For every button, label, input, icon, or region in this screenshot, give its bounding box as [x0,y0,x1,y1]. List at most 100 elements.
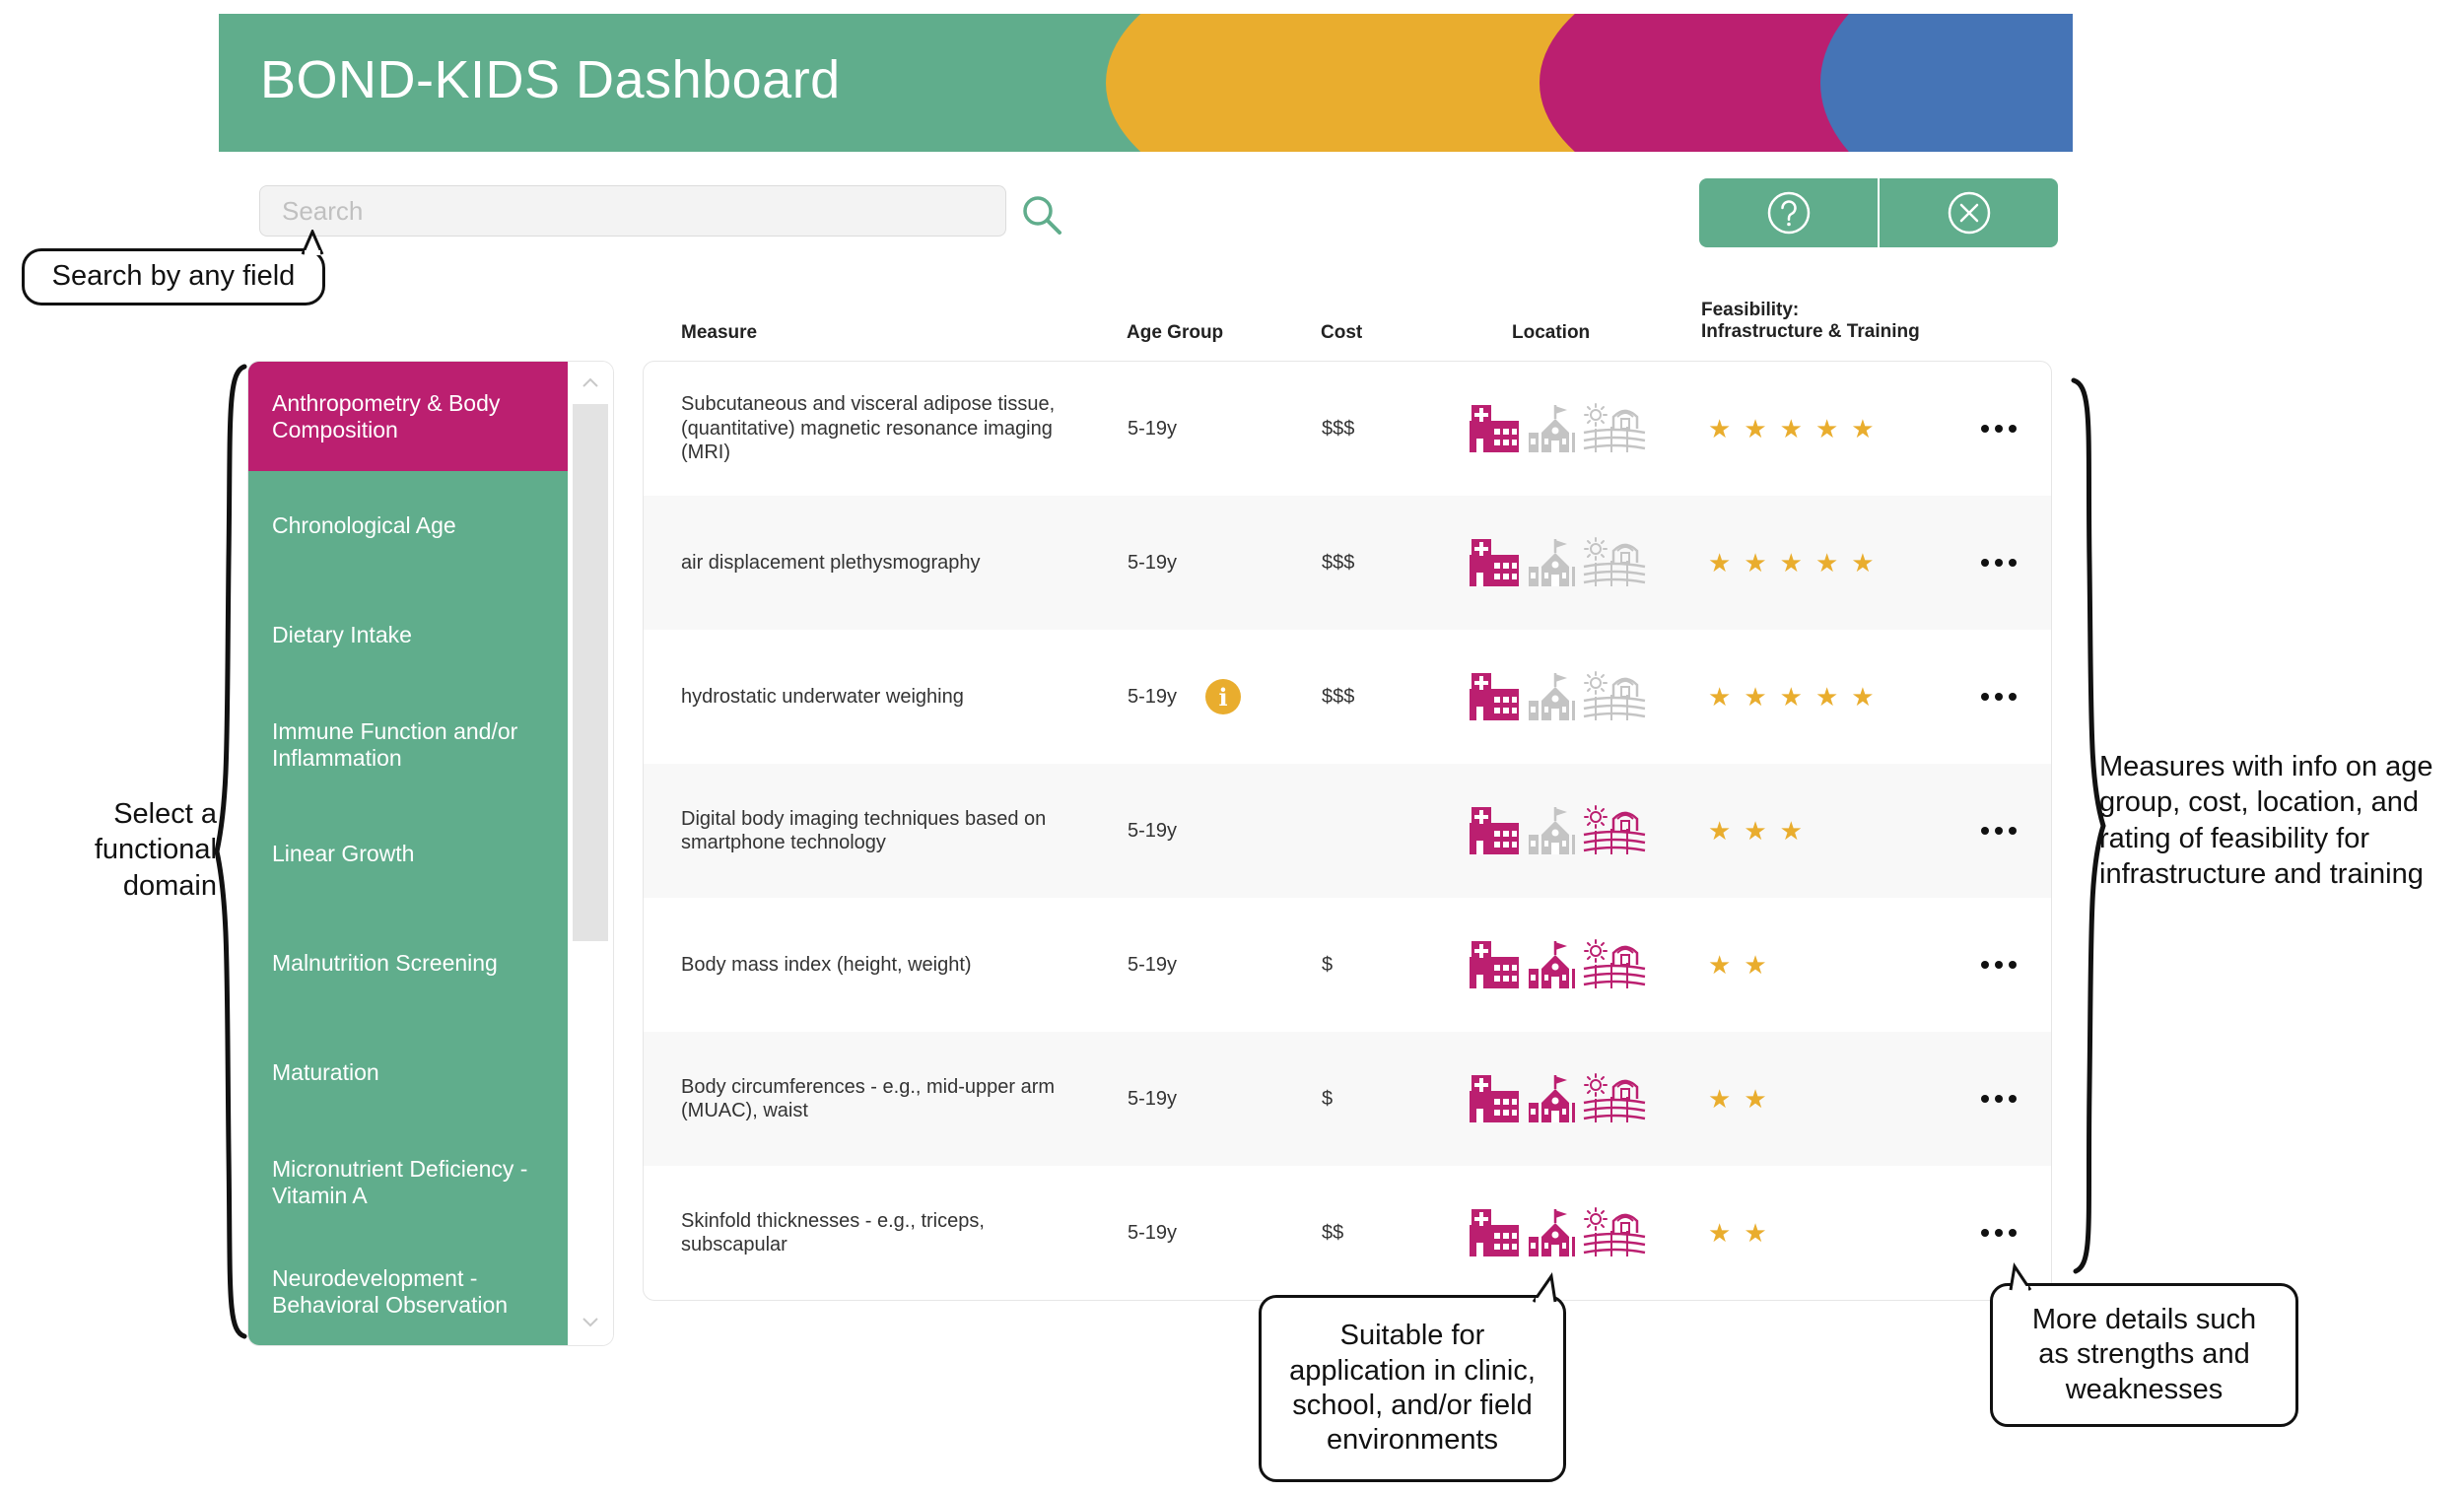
table-row[interactable]: Skinfold thicknesses - e.g., triceps, su… [644,1166,2051,1300]
sidebar-item-micronutrient-vitamin-a[interactable]: Micronutrient Deficiency - Vitamin A [248,1127,568,1237]
sidebar-item-label: Chronological Age [272,512,456,539]
feasibility-rating: ★ ★ [1708,898,1925,1032]
measures-note-line: rating of feasibility for [2099,822,2370,854]
search-icon[interactable] [1020,193,1063,237]
measure-text: hydrostatic underwater weighing [681,685,964,708]
age-group-text: 5-19y [1128,819,1178,842]
age-group-text: 5-19y [1128,1221,1178,1244]
close-button[interactable] [1878,178,2058,247]
age-group-cell: 5-19y [1128,1032,1187,1166]
location-callout: Suitable for application in clinic, scho… [1259,1272,1566,1482]
star-icon: ★ [1708,682,1732,712]
star-icon: ★ [1744,1218,1767,1248]
feasibility-header-line2: Infrastructure & Training [1701,320,1920,342]
sidebar-scrollbar[interactable] [568,362,613,1345]
age-group-cell: 5-19y [1128,630,1187,764]
cost-text: $$$ [1322,417,1355,440]
sidebar-item-dietary-intake[interactable]: Dietary Intake [248,580,568,690]
location-callout-line: application in clinic, [1289,1354,1536,1387]
dashboard-banner: BOND-KIDS Dashboard [219,14,2073,152]
cost-cell: $ [1322,1032,1381,1166]
more-options-button[interactable] [1969,898,2028,1032]
table-row[interactable]: Body mass index (height, weight) 5-19y $ ★ ★ [644,898,2051,1032]
location-callout-line: environments [1326,1424,1499,1457]
star-icon: ★ [1708,950,1732,980]
domain-note-line: functional [94,834,217,866]
sidebar-item-malnutrition-screening[interactable]: Malnutrition Screening [248,909,568,1018]
scroll-down-icon[interactable] [578,1310,603,1335]
location-cell [1468,630,1655,764]
farm-field-icon [1583,805,1646,854]
star-icon: ★ [1744,682,1767,712]
sidebar-item-chronological-age[interactable]: Chronological Age [248,471,568,580]
measures-table: Subcutaneous and visceral adipose tissue… [643,361,2052,1301]
measures-note-line: infrastructure and training [2099,857,2424,890]
details-callout: More details such as strengths and weakn… [1990,1262,2298,1427]
sidebar-item-label: Neurodevelopment - Behavioral Observatio… [272,1265,509,1318]
details-callout-line: as strengths and [2038,1338,2250,1371]
measures-note-line: Measures with info on age [2099,751,2433,782]
table-row[interactable]: air displacement plethysmography 5-19y $$$… [644,496,2051,630]
search-callout: Search by any field [22,230,325,305]
feasibility-rating: ★ ★ [1708,1166,1925,1300]
sidebar-item-anthropometry[interactable]: Anthropometry & Body Composition [248,362,568,471]
table-row[interactable]: Body circumferences - e.g., mid-upper ar… [644,1032,2051,1166]
more-options-button[interactable] [1969,764,2028,898]
more-dots-icon [1981,559,2017,567]
sidebar-item-label: Malnutrition Screening [272,950,498,977]
scrollbar-thumb[interactable] [573,404,608,941]
banner-blue-shape [1820,14,2073,152]
domain-note-line: Select a [113,798,217,830]
star-icon: ★ [1744,1084,1767,1114]
info-icon[interactable]: i [1205,679,1241,714]
table-row[interactable]: hydrostatic underwater weighing 5-19y i $$$… [644,630,2051,764]
toolbar-buttons [1699,178,2058,247]
more-options-button[interactable] [1969,1166,2028,1300]
hospital-icon [1470,539,1519,586]
star-icon: ★ [1851,548,1875,577]
measure-cell: Skinfold thicknesses - e.g., triceps, su… [681,1166,1085,1300]
school-icon [1529,405,1575,452]
location-cell [1468,898,1655,1032]
sidebar-item-neurodevelopment[interactable]: Neurodevelopment - Behavioral Observatio… [248,1237,568,1345]
age-group-cell: 5-19y [1128,1166,1187,1300]
star-icon: ★ [1779,816,1803,846]
table-row[interactable]: Digital body imaging techniques based on… [644,764,2051,898]
location-callout-line: Suitable for [1339,1320,1485,1352]
hospital-icon [1470,673,1519,720]
school-icon [1529,1209,1575,1256]
measure-text: Digital body imaging techniques based on… [681,807,1047,853]
more-options-button[interactable] [1969,1032,2028,1166]
sidebar-item-maturation[interactable]: Maturation [248,1018,568,1127]
farm-field-icon [1583,403,1646,452]
sidebar-item-label: Linear Growth [272,841,415,867]
sidebar-item-immune-function[interactable]: Immune Function and/or Inflammation [248,690,568,799]
more-options-button[interactable] [1969,362,2028,496]
sidebar-item-linear-growth[interactable]: Linear Growth [248,799,568,909]
scroll-up-icon[interactable] [578,370,603,395]
search-callout-text: Search by any field [51,260,296,293]
location-cell [1468,362,1655,496]
location-cell [1468,496,1655,630]
column-header-measure: Measure [681,322,758,343]
cost-text: $$ [1322,1221,1344,1244]
table-row[interactable]: Subcutaneous and visceral adipose tissue… [644,362,2051,496]
age-group-cell: 5-19y [1128,496,1187,630]
star-icon: ★ [1814,414,1839,443]
location-cell [1468,764,1655,898]
measure-cell: air displacement plethysmography [681,496,1085,630]
cost-cell: $ [1322,898,1381,1032]
help-button[interactable] [1699,178,1878,247]
school-icon [1529,539,1575,586]
more-options-button[interactable] [1969,630,2028,764]
hospital-icon [1470,405,1519,452]
age-group-cell: 5-19y [1128,362,1187,496]
sidebar-item-label: Anthropometry & Body Composition [272,390,501,442]
star-icon: ★ [1708,1218,1732,1248]
age-group-text: 5-19y [1128,953,1178,976]
star-icon: ★ [1708,1084,1732,1114]
measure-text: Body mass index (height, weight) [681,953,972,976]
search-input[interactable] [259,185,1006,237]
more-options-button[interactable] [1969,496,2028,630]
age-group-cell: 5-19y [1128,764,1187,898]
